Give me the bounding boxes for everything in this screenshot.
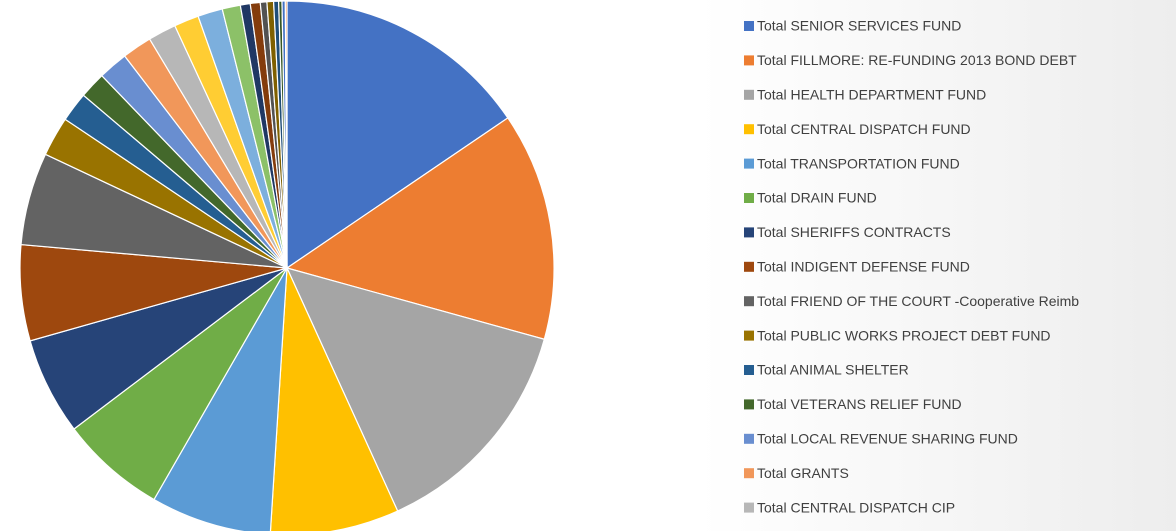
legend-swatch	[744, 468, 754, 479]
legend-swatch	[744, 296, 754, 307]
legend-swatch	[744, 21, 754, 31]
legend-label: Total CENTRAL DISPATCH CIP	[757, 499, 955, 515]
legend-label: Total LOCAL REVENUE SHARING FUND	[757, 431, 1018, 447]
legend-swatch	[744, 365, 754, 375]
legend-label: Total TRANSPORTATION FUND	[757, 155, 960, 171]
legend-label: Total FILLMORE: RE-FUNDING 2013 BOND DEB…	[757, 52, 1077, 68]
pie	[19, 0, 555, 531]
pie-slice	[285, 117, 555, 341]
legend-label: Total PUBLIC WORKS PROJECT DEBT FUND	[757, 327, 1051, 343]
pie-slice	[153, 267, 288, 531]
legend-swatch	[744, 55, 754, 66]
legend-label: Total DRAIN FUND	[757, 190, 877, 206]
legend-label: Total FRIEND OF THE COURT -Cooperative R…	[757, 293, 1079, 309]
legend-label: Total ANIMAL SHELTER	[757, 362, 909, 378]
pie-slice	[286, 0, 509, 270]
legend-background	[700, 0, 1176, 531]
legend-swatch	[744, 124, 754, 135]
legend-swatch	[744, 399, 754, 410]
legend-swatch	[744, 193, 754, 203]
legend-label: Total GRANTS	[757, 465, 849, 481]
legend-swatch	[744, 89, 754, 100]
legend: Total SENIOR SERVICES FUND Total FILLMORE…	[744, 18, 1079, 515]
legend-label: Total CENTRAL DISPATCH FUND	[757, 121, 971, 137]
legend-label: Total SENIOR SERVICES FUND	[757, 18, 961, 34]
legend-label: Total INDIGENT DEFENSE FUND	[757, 259, 970, 275]
pie-slice	[285, 267, 546, 512]
legend-label: Total HEALTH DEPARTMENT FUND	[757, 87, 986, 103]
legend-swatch	[744, 158, 754, 169]
legend-swatch	[744, 433, 754, 444]
legend-label: Total VETERANS RELIEF FUND	[757, 396, 962, 412]
legend-label: Total SHERIFFS CONTRACTS	[757, 224, 951, 240]
legend-swatch	[744, 502, 754, 513]
legend-swatch	[744, 330, 754, 341]
legend-swatch	[744, 227, 754, 238]
legend-swatch	[744, 261, 754, 272]
pie-slice	[284, 0, 288, 269]
